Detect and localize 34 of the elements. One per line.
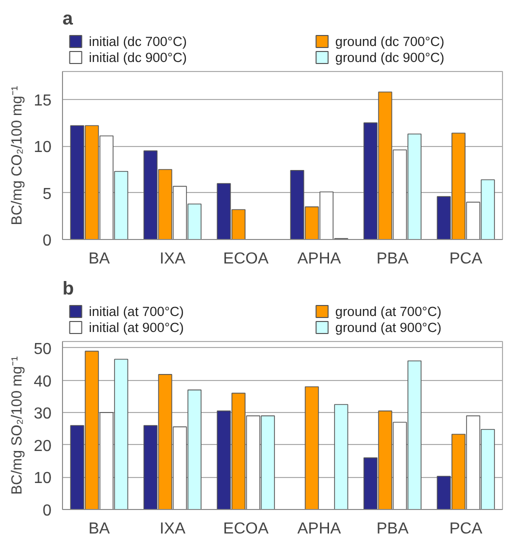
y-tick-label: 10 [34,139,52,156]
y-tick-label: 0 [42,232,52,250]
y-tick-label: 50 [34,340,52,358]
legend-label: ground (dc 900°C) [335,50,444,65]
chart-title: b [62,278,74,298]
y-tick-label: 30 [34,406,52,423]
y-tick-label: 40 [34,373,52,390]
y-axis-title: BC/mg SO₂/100 mg⁻¹ [10,356,26,495]
legend-label: ground (dc 700°C) [335,34,444,49]
legend-label: initial (dc 700°C) [88,34,187,49]
x-tick-label: IXA [160,520,186,538]
x-tick-label: IXA [160,250,186,268]
legend-label: initial (dc 900°C) [88,50,187,65]
x-tick-label: PCA [449,520,483,538]
y-tick-label: 10 [34,470,52,488]
x-tick-label: PBA [376,250,409,268]
x-tick-label: BA [88,250,110,268]
x-tick-label: ECOA [223,250,269,268]
x-tick-label: PCA [449,250,483,268]
legend-label: ground (at 700°C) [335,304,442,319]
legend-label: initial (at 700°C) [88,304,184,319]
x-tick-label: BA [88,520,110,538]
chart-title: a [62,8,74,28]
x-tick-label: APHA [297,250,342,268]
y-tick-label: 0 [42,502,52,520]
y-tick-label: 15 [34,92,52,110]
x-tick-label: ECOA [223,520,269,538]
y-axis-title: BC/mg CO₂/100 mg⁻¹ [10,86,26,226]
legend-label: initial (at 900°C) [88,320,184,335]
x-tick-label: APHA [297,520,342,538]
y-tick-label: 5 [42,186,52,203]
y-tick-label: 20 [34,438,52,455]
legend-label: ground (at 900°C) [335,320,442,335]
x-tick-label: PBA [376,520,409,538]
